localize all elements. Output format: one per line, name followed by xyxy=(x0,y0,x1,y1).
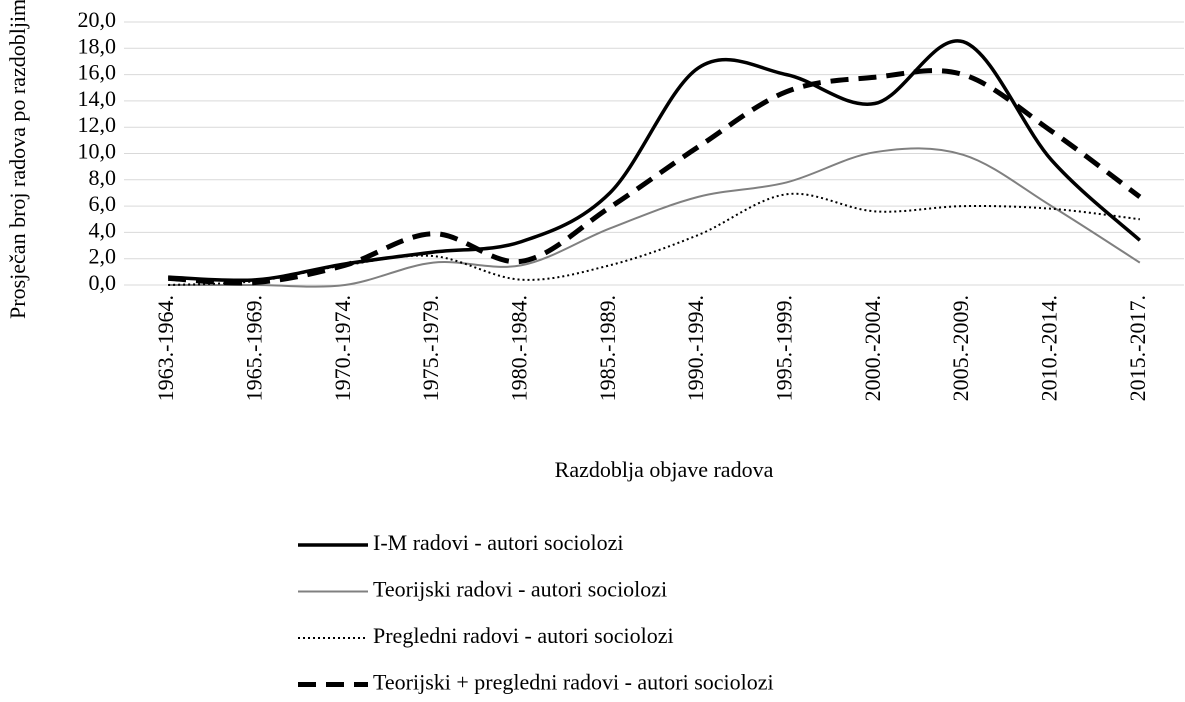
y-tick-label: 4,0 xyxy=(89,217,117,242)
x-tick-label: 1963.-1964. xyxy=(153,295,178,401)
x-tick-label: 2000.-2004. xyxy=(860,295,885,401)
y-tick-label: 12,0 xyxy=(78,112,117,137)
y-tick-label: 8,0 xyxy=(89,165,117,190)
line-series xyxy=(168,68,1142,286)
line-series xyxy=(168,39,1142,283)
y-tick-label: 16,0 xyxy=(78,60,117,85)
y-axis-title: Prosječan broj radova po razdobljima xyxy=(5,0,30,319)
line-series xyxy=(168,147,1141,288)
x-tick-label: 1990.-1994. xyxy=(683,295,708,401)
y-tick-label: 18,0 xyxy=(78,33,117,58)
y-tick-label: 0,0 xyxy=(89,270,117,295)
y-tick-label: 14,0 xyxy=(78,86,117,111)
x-tick-label: 1970.-1974. xyxy=(330,295,355,401)
x-tick-label: 1980.-1984. xyxy=(507,295,532,401)
legend-label: Teorijski + pregledni radovi - autori so… xyxy=(373,670,774,695)
x-tick-label: 1985.-1989. xyxy=(595,295,620,401)
x-tick-label: 2015.-2017. xyxy=(1125,295,1150,401)
x-tick-label: 1975.-1979. xyxy=(418,295,443,401)
legend-label: I-M radovi - autori sociolozi xyxy=(373,530,624,555)
x-tick-label: 1995.-1999. xyxy=(772,295,797,401)
x-axis-title: Razdoblja objave radova xyxy=(555,457,774,482)
y-tick-label: 6,0 xyxy=(89,191,117,216)
legend-label: Teorijski radovi - autori sociolozi xyxy=(373,577,667,602)
y-tick-label: 20,0 xyxy=(78,7,117,32)
y-tick-label: 2,0 xyxy=(89,244,117,269)
legend-label: Pregledni radovi - autori sociolozi xyxy=(373,623,674,648)
x-tick-label: 2005.-2009. xyxy=(948,295,973,401)
x-tick-label: 2010.-2014. xyxy=(1037,295,1062,401)
y-tick-label: 10,0 xyxy=(78,139,117,164)
x-tick-label: 1965.-1969. xyxy=(242,295,267,401)
